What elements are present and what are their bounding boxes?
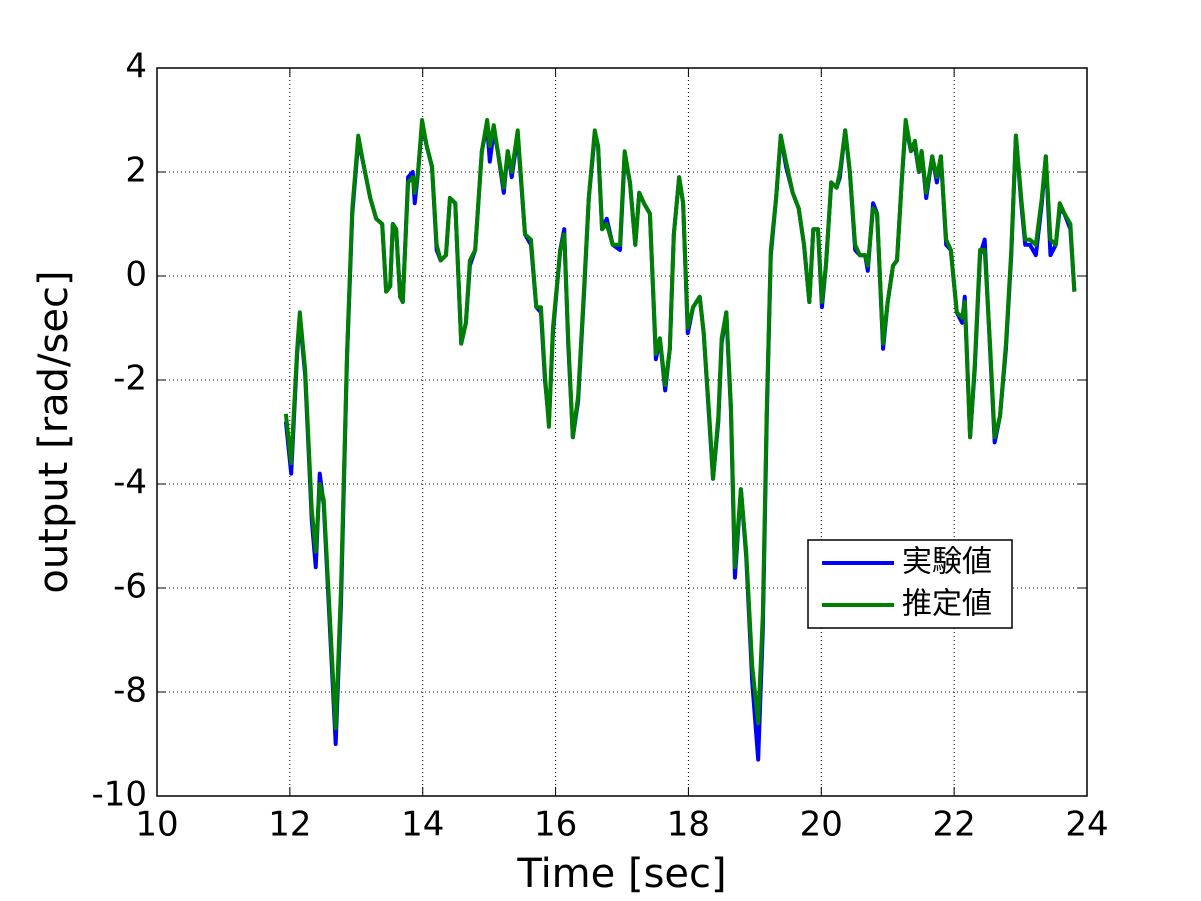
x-axis-label: Time [sec] (516, 851, 726, 897)
y-tick-label: -8 (113, 671, 147, 711)
x-tick-label: 22 (933, 805, 976, 845)
y-tick-label: -6 (113, 567, 147, 607)
x-tick-label: 18 (667, 805, 710, 845)
y-tick-label: -2 (113, 359, 147, 399)
y-tick-label: 4 (125, 47, 147, 87)
x-tick-label: 16 (534, 805, 577, 845)
x-tick-label: 12 (268, 805, 311, 845)
lines (283, 118, 1077, 762)
y-tick-label: 0 (125, 255, 147, 295)
y-tick-label: -10 (91, 775, 147, 815)
x-tick-label: 20 (800, 805, 843, 845)
y-axis-label: output [rad/sec] (31, 270, 77, 593)
legend-label: 実験値 (902, 545, 992, 580)
legend-box (807, 539, 1013, 629)
legend-label: 推定値 (902, 587, 992, 622)
x-tick-label: 10 (135, 805, 178, 845)
x-tick-label: 24 (1065, 805, 1108, 845)
x-tick-label: 14 (401, 805, 444, 845)
y-tick-label: -4 (113, 463, 147, 503)
axes-box (156, 67, 1088, 797)
data-line (283, 118, 1077, 731)
y-tick-label: 2 (125, 151, 147, 191)
